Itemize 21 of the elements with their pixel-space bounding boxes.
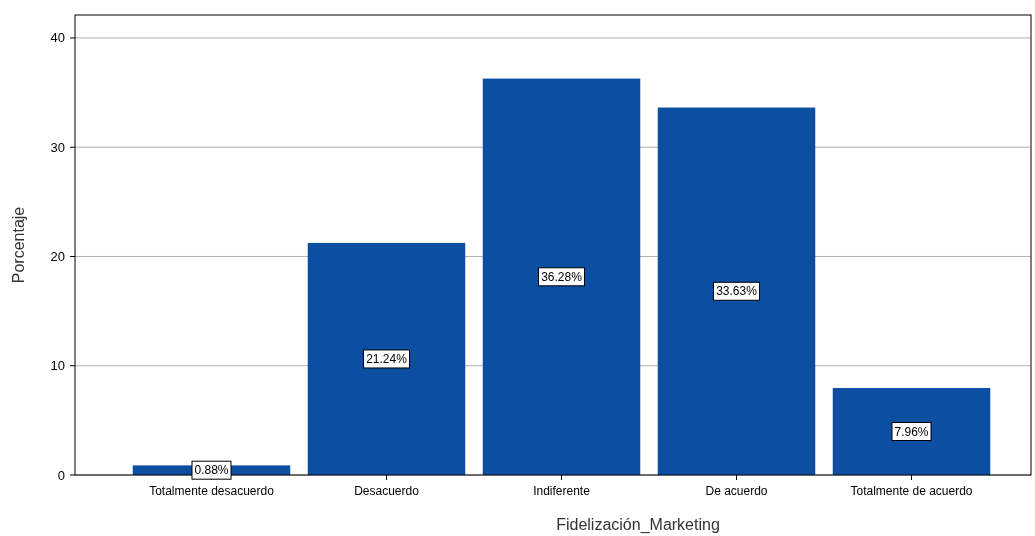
x-tick-label: Indiferente (533, 484, 591, 498)
data-label: 0.88% (194, 463, 229, 478)
x-tick-label: Totalmente desacuerdo (149, 484, 275, 498)
x-tick-label: Totalmente de acuerdo (850, 484, 973, 498)
y-tick-label: 0 (57, 467, 65, 483)
y-tick-label: 20 (50, 249, 65, 265)
x-tick-label: De acuerdo (705, 484, 768, 498)
bar (482, 78, 641, 475)
y-tick-label: 40 (50, 30, 65, 46)
x-tick-label: Desacuerdo (354, 484, 420, 498)
data-label: 21.24% (366, 352, 408, 367)
y-axis-title: Porcentaje (10, 206, 27, 284)
bar (307, 242, 466, 475)
data-label: 33.63% (716, 284, 758, 299)
bar (832, 388, 991, 475)
bar (657, 107, 816, 475)
y-tick-label: 30 (50, 139, 65, 155)
data-label: 36.28% (541, 270, 583, 284)
y-tick-label: 10 (50, 358, 65, 374)
x-axis-title: Fidelización_Marketing (556, 516, 720, 534)
data-label: 7.96% (894, 424, 929, 439)
